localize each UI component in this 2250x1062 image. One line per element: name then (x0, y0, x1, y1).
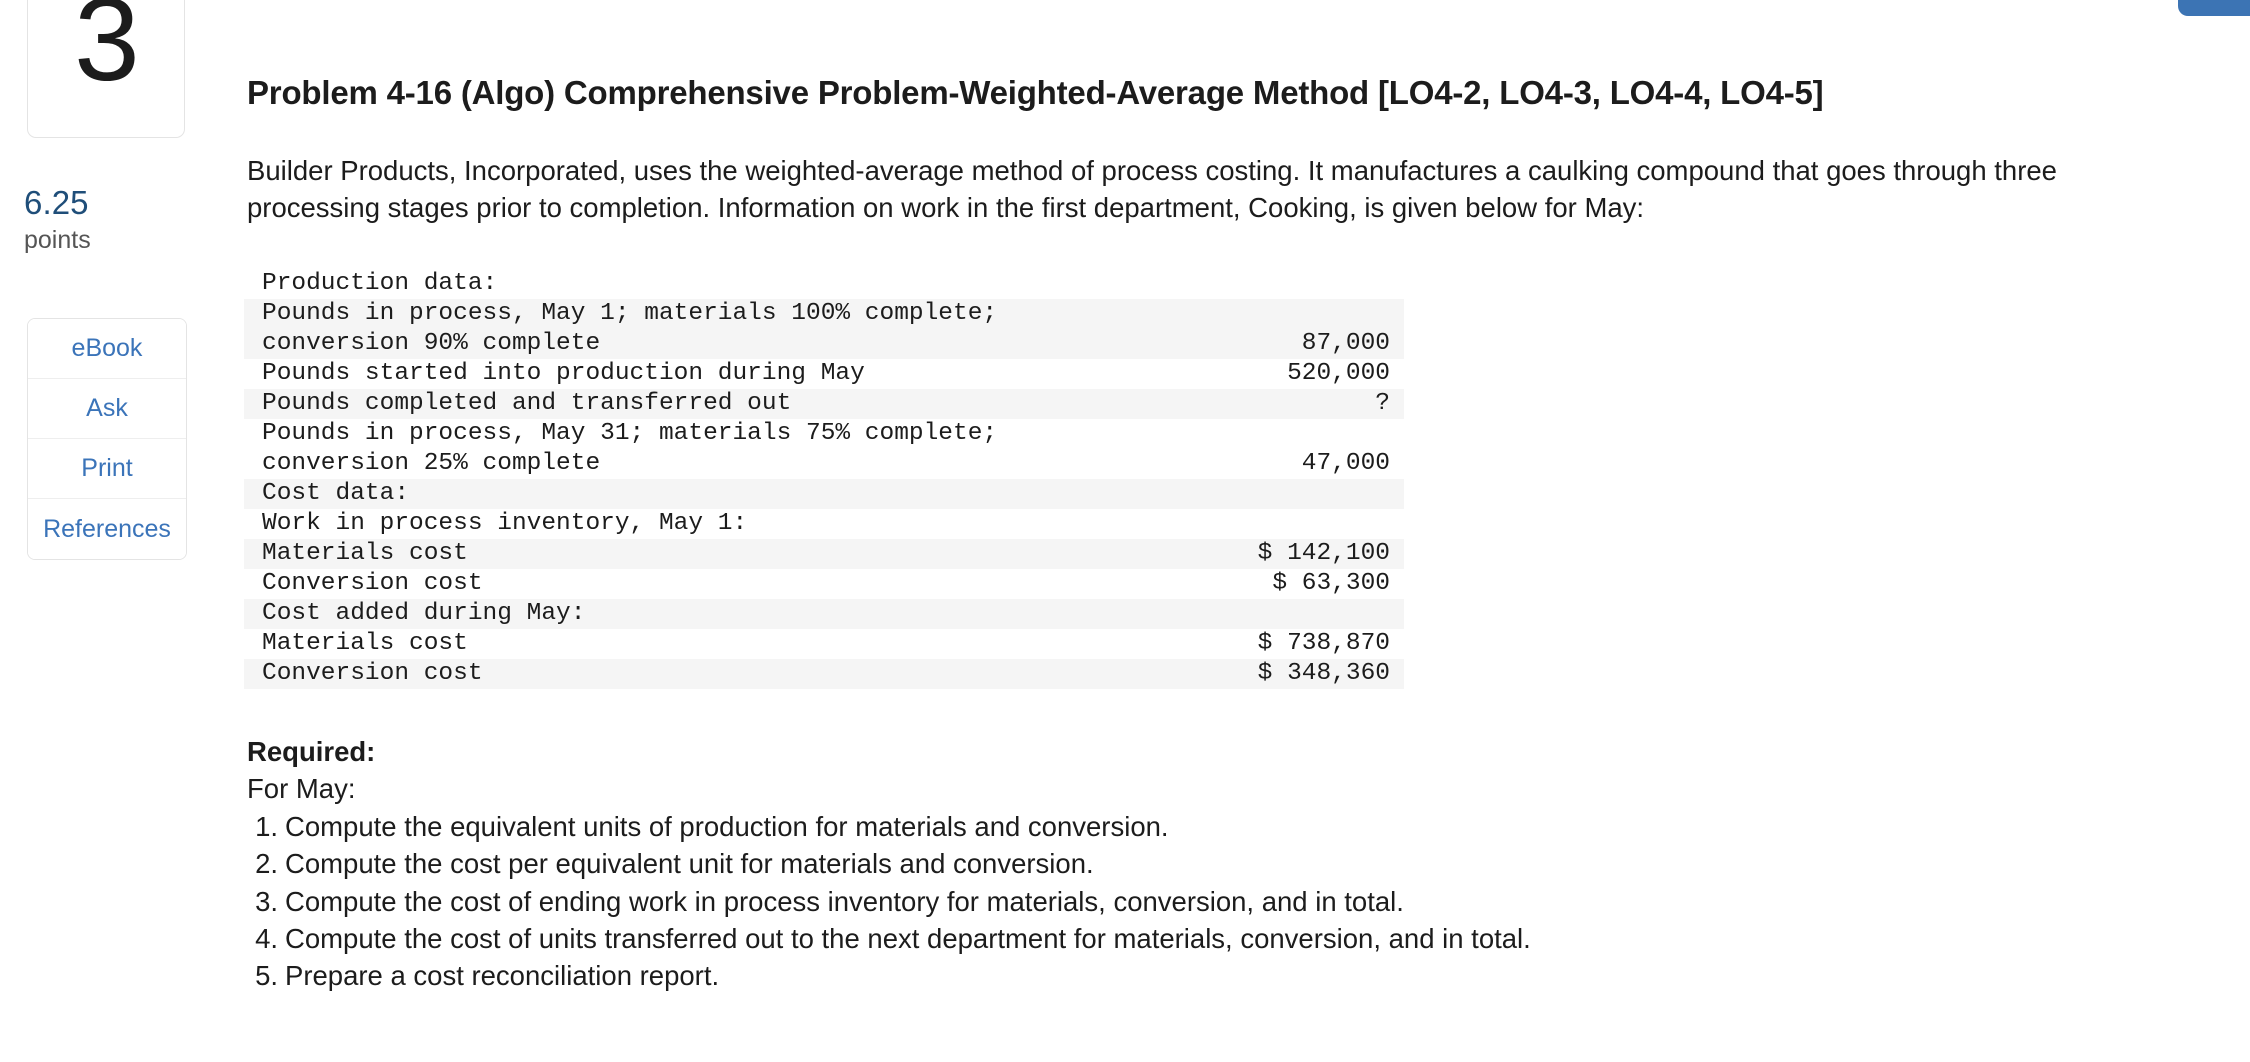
table-row: conversion 90% complete 87,000 (244, 328, 1404, 359)
print-button[interactable]: Print (28, 439, 186, 499)
table-row: Pounds in process, May 31; materials 75%… (244, 419, 1404, 449)
table-row: Cost data: (244, 478, 1404, 509)
list-item-number: 1. (255, 810, 278, 842)
list-item-number: 4. (255, 922, 278, 954)
table-row-label: Pounds started into production during Ma… (262, 359, 865, 387)
required-subheading: For May: (247, 773, 356, 805)
table-row-value (1104, 299, 1404, 329)
table-row-value: 47,000 (1301, 449, 1390, 477)
table-row-value: $ 738,870 (1257, 629, 1390, 657)
points-block: 6.25 points (24, 184, 224, 255)
list-item-text: Compute the cost per equivalent unit for… (285, 848, 1094, 880)
table-row-value: ? (1375, 389, 1390, 417)
table-row-label: Cost added during May: (262, 599, 586, 627)
required-list: 1. Compute the equivalent units of produc… (247, 808, 2250, 995)
table-row-value (1104, 479, 1404, 509)
list-item: 4. Compute the cost of units transferred … (247, 920, 2250, 957)
table-row-value (1104, 269, 1404, 299)
required-block: Required: For May: 1. Compute the equival… (247, 733, 2250, 995)
left-rail: 3 6.25 points eBook Ask Print References (0, 0, 250, 1062)
list-item-text: Compute the cost of ending work in proce… (285, 885, 1404, 917)
list-item: 5. Prepare a cost reconciliation report. (247, 957, 2250, 994)
table-row: Pounds in process, May 1; materials 100%… (244, 298, 1404, 329)
table-row-value: 87,000 (1301, 329, 1390, 357)
table-row-label: Pounds in process, May 31; materials 75%… (262, 419, 998, 447)
table-row-label: Pounds completed and transferred out (262, 389, 792, 417)
table-row-value (1104, 509, 1404, 539)
rail-button-group: eBook Ask Print References (27, 318, 187, 560)
list-item-text: Prepare a cost reconciliation report. (285, 960, 720, 992)
question-number: 3 (74, 0, 140, 106)
list-item: 2. Compute the cost per equivalent unit f… (247, 845, 2250, 882)
table-row-value (1104, 419, 1404, 449)
table-row-value: $ 348,360 (1257, 659, 1390, 687)
table-row: Materials cost $ 738,870 (244, 629, 1404, 659)
table-row-value (1104, 599, 1404, 629)
table-row: conversion 25% complete 47,000 (244, 449, 1404, 479)
table-row-label: Conversion cost (262, 569, 483, 597)
problem-data-table-body: Production data: Pounds in process, May 1… (244, 269, 1404, 689)
page-title: Problem 4-16 (Algo) Comprehensive Proble… (247, 74, 1824, 111)
table-row-label: Pounds in process, May 1; materials 100%… (262, 299, 998, 327)
table-row: Materials cost $ 142,100 (244, 538, 1404, 569)
points-value: 6.25 (24, 184, 89, 221)
table-row: Cost added during May: (244, 598, 1404, 629)
table-row-label: Materials cost (262, 539, 468, 567)
problem-intro-text: Builder Products, Incorporated, uses the… (247, 155, 2057, 224)
points-label: points (24, 225, 91, 254)
table-row: Pounds started into production during Ma… (244, 359, 1404, 389)
required-heading: Required: (247, 735, 376, 767)
corner-accent-decoration (2178, 0, 2250, 16)
list-item-number: 3. (255, 885, 278, 917)
table-row-label: Work in process inventory, May 1: (262, 509, 748, 537)
table-row-value: 520,000 (1287, 359, 1390, 387)
references-button[interactable]: References (28, 499, 186, 559)
list-item-text: Compute the equivalent units of producti… (285, 810, 1169, 842)
table-row-label: Production data: (262, 269, 498, 297)
table-row: Pounds completed and transferred out? (244, 388, 1404, 419)
question-number-box: 3 (27, 0, 185, 138)
table-row: Work in process inventory, May 1: (244, 509, 1404, 539)
ebook-button[interactable]: eBook (28, 319, 186, 379)
problem-data-table: Production data: Pounds in process, May 1… (244, 269, 1404, 689)
table-row-label: Materials cost (262, 629, 468, 657)
list-item-number: 2. (255, 848, 278, 880)
table-row-label: Cost data: (262, 479, 410, 507)
table-row-label: Conversion cost (262, 659, 483, 687)
table-row-value: $ 63,300 (1272, 569, 1390, 597)
problem-content: Problem 4-16 (Algo) Comprehensive Proble… (244, 0, 2250, 995)
table-row-label: conversion 25% complete (262, 449, 601, 477)
list-item-number: 5. (255, 960, 278, 992)
table-row: Production data: (244, 269, 1404, 299)
table-row: Conversion cost $ 63,300 (244, 569, 1404, 599)
table-row-label: conversion 90% complete (262, 329, 601, 357)
table-row: Conversion cost $ 348,360 (244, 658, 1404, 689)
list-item: 1. Compute the equivalent units of produc… (247, 808, 2250, 845)
list-item-text: Compute the cost of units transferred ou… (285, 922, 1531, 954)
table-row-value: $ 142,100 (1257, 539, 1390, 567)
list-item: 3. Compute the cost of ending work in pro… (247, 883, 2250, 920)
ask-button[interactable]: Ask (28, 379, 186, 439)
